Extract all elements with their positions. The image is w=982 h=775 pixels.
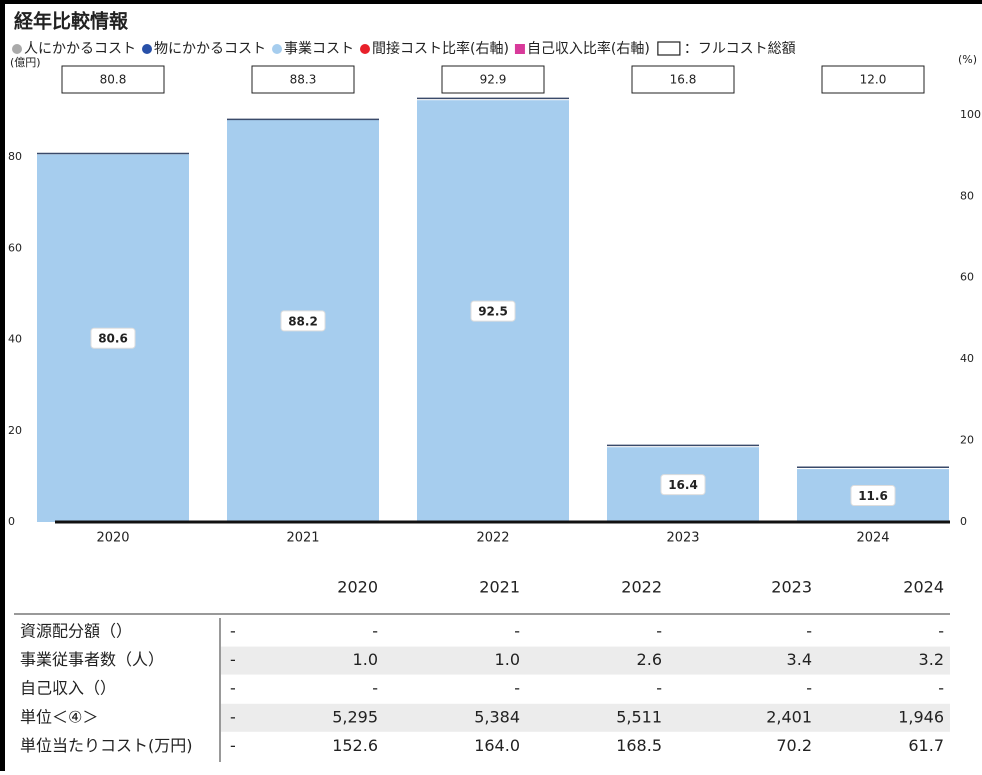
legend-marker — [272, 44, 282, 54]
table-cell: 5,384 — [474, 707, 520, 726]
table-cell: 164.0 — [474, 736, 520, 755]
row-label: 単位＜④＞ — [20, 707, 98, 726]
row-label: 資源配分額（） — [20, 622, 132, 641]
table-cell: 1,946 — [898, 707, 944, 726]
full-cost-box — [821, 65, 925, 94]
table-header: 2021 — [479, 578, 520, 597]
table-cell: 3.2 — [919, 650, 944, 669]
table-cell: 61.7 — [908, 736, 944, 755]
legend-label: 間接コスト比率(右軸) — [372, 40, 509, 57]
table-header: 2020 — [337, 578, 378, 597]
legend-label: 物にかかるコスト — [154, 41, 266, 57]
data-label-box — [470, 300, 516, 322]
data-label: 80.6 — [98, 332, 128, 346]
x-tick-label: 2023 — [666, 531, 699, 546]
y2-axis-label: (%) — [958, 53, 977, 66]
y2-tick-label: 100 — [960, 108, 981, 121]
x-tick-label: 2024 — [856, 531, 889, 546]
full-cost-box — [251, 65, 355, 94]
x-tick-label: 2022 — [476, 531, 509, 546]
legend-label: 自己収入比率(右軸) — [527, 40, 650, 57]
table-cell: - — [806, 622, 812, 641]
y2-tick-label: 60 — [960, 271, 974, 284]
y-tick-label: 20 — [8, 424, 22, 437]
full-cost-label: 92.9 — [480, 73, 507, 87]
data-label: 11.6 — [858, 489, 888, 503]
row-label: 単位当たりコスト(万円) — [20, 736, 193, 755]
table-cell: 3.4 — [787, 650, 812, 669]
table-cell: - — [938, 679, 944, 698]
legend-marker — [514, 44, 525, 54]
full-cost-label: 80.8 — [100, 73, 127, 87]
y2-tick-label: 0 — [960, 515, 967, 528]
frame-top — [0, 0, 982, 4]
table-cell: 5,511 — [616, 707, 662, 726]
data-label-box — [90, 327, 136, 349]
table-cell: - — [230, 622, 236, 641]
data-label-box — [850, 485, 896, 507]
y2-tick-label: 20 — [960, 434, 974, 447]
table-cell: 152.6 — [332, 736, 378, 755]
table-header: 2022 — [621, 578, 662, 597]
table-cell: 168.5 — [616, 736, 662, 755]
x-tick-label: 2021 — [286, 531, 319, 546]
legend-marker — [657, 41, 681, 56]
table-header: 2024 — [903, 578, 944, 597]
table-cell: - — [230, 650, 236, 669]
full-cost-box — [441, 65, 545, 94]
y-tick-label: 80 — [8, 150, 22, 163]
table-cell: 5,295 — [332, 707, 378, 726]
table-cell: - — [230, 679, 236, 698]
row-label: 事業従事者数（人） — [20, 650, 164, 669]
full-cost-label: 88.3 — [290, 73, 317, 87]
table-cell: - — [372, 622, 378, 641]
table-cell: - — [938, 622, 944, 641]
full-cost-box — [61, 65, 165, 94]
table-cell: - — [656, 622, 662, 641]
chart-title: 経年比較情報 — [14, 10, 129, 33]
table-cell: - — [656, 679, 662, 698]
table-cell: - — [514, 679, 520, 698]
y-tick-label: 60 — [8, 241, 22, 254]
table-cell: 1.0 — [353, 650, 378, 669]
row-shade — [221, 646, 950, 675]
data-label: 92.5 — [478, 305, 508, 319]
y-axis-label: (億円) — [10, 56, 41, 69]
table-cell: 2,401 — [766, 707, 812, 726]
y-tick-label: 0 — [8, 515, 15, 528]
legend-marker — [142, 44, 152, 54]
y2-tick-label: 80 — [960, 189, 974, 202]
legend-marker — [12, 44, 22, 54]
table-cell: 70.2 — [776, 736, 812, 755]
legend-marker — [360, 44, 370, 54]
frame-left — [0, 0, 5, 771]
full-cost-label: 16.8 — [670, 73, 697, 87]
table-cell: 2.6 — [637, 650, 662, 669]
row-label: 自己収入（） — [20, 679, 116, 698]
row-shade — [221, 703, 950, 732]
table-cell: - — [514, 622, 520, 641]
legend-label: 人にかかるコスト — [24, 41, 136, 57]
data-label: 16.4 — [668, 478, 698, 492]
full-cost-box — [631, 65, 735, 94]
table-header: 2023 — [771, 578, 812, 597]
full-cost-label: 12.0 — [860, 73, 887, 87]
data-label-box — [280, 310, 326, 332]
data-label-box — [660, 474, 706, 496]
y2-tick-label: 40 — [960, 352, 974, 365]
x-tick-label: 2020 — [96, 531, 129, 546]
legend-label: ：フルコスト総額 — [684, 41, 796, 57]
table-cell: - — [230, 707, 236, 726]
legend-label: 事業コスト — [284, 41, 354, 57]
table-cell: - — [372, 679, 378, 698]
y-tick-label: 40 — [8, 333, 22, 346]
table-cell: 1.0 — [495, 650, 520, 669]
table-cell: - — [230, 736, 236, 755]
data-label: 88.2 — [288, 314, 318, 328]
table-cell: - — [806, 679, 812, 698]
